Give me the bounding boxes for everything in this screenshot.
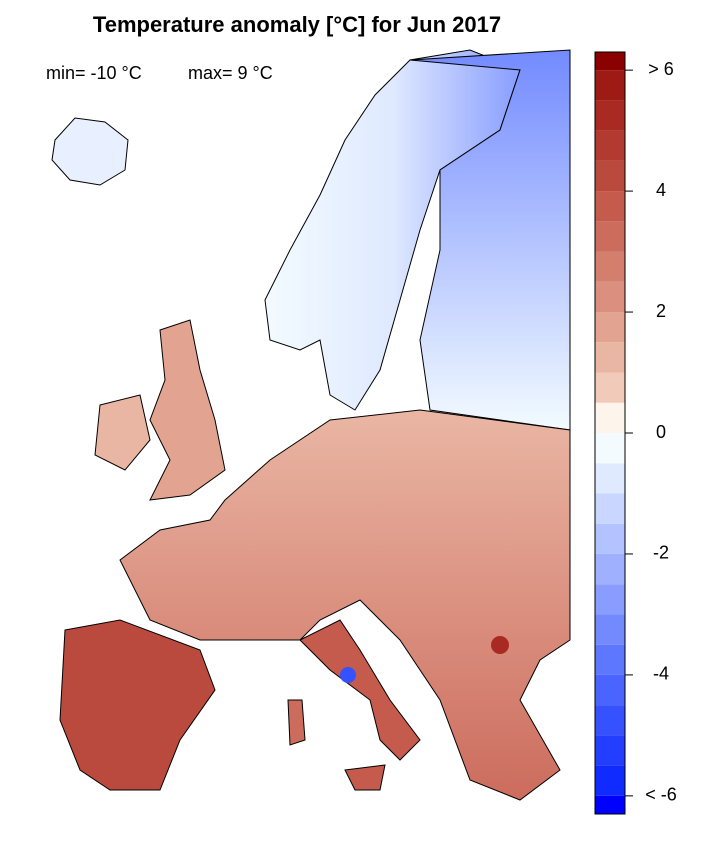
colorbar-bin xyxy=(595,402,625,433)
colorbar-bin xyxy=(595,70,625,101)
colorbar: > 6 4 2 0 -2 -4 < -6 xyxy=(594,51,677,815)
cold-spot xyxy=(340,667,356,683)
colorbar-bin xyxy=(595,493,625,524)
colorbar-bin xyxy=(595,160,625,192)
colorbar-bin xyxy=(595,735,625,766)
italy xyxy=(299,619,421,761)
colorbar-bin xyxy=(595,372,625,403)
colorbar-bin xyxy=(595,251,625,282)
colorbar-bin xyxy=(595,614,625,645)
colorbar-tick-label: -2 xyxy=(653,543,669,563)
colorbar-tick-label: 4 xyxy=(656,180,666,200)
ireland xyxy=(94,394,151,471)
colorbar-bin xyxy=(595,523,625,554)
central-europe xyxy=(119,409,571,801)
colorbar-tick-label: 2 xyxy=(656,301,666,321)
colorbar-bin xyxy=(595,130,625,161)
colorbar-bin xyxy=(595,52,625,71)
colorbar-bin xyxy=(595,100,625,131)
colorbar-bin xyxy=(595,553,625,585)
colorbar-bin xyxy=(595,765,625,796)
colorbar-bin xyxy=(595,312,625,343)
colorbar-bin xyxy=(595,795,625,814)
warm-spot xyxy=(491,636,509,654)
iceland xyxy=(51,117,129,186)
sardinia xyxy=(287,699,306,746)
finland-russia xyxy=(409,49,571,431)
colorbar-bin xyxy=(595,463,625,494)
colorbar-tick-label: 0 xyxy=(656,422,666,442)
iberia xyxy=(59,619,216,791)
colorbar-bin xyxy=(595,342,625,373)
colorbar-bin xyxy=(595,705,625,736)
uk xyxy=(149,319,226,501)
colorbar-tick-label: < -6 xyxy=(645,785,677,805)
min-label: min= -10 °C xyxy=(46,63,142,83)
colorbar-bin xyxy=(595,433,625,464)
sicily xyxy=(344,764,386,791)
colorbar-bin xyxy=(595,281,625,313)
colorbar-bin xyxy=(595,674,625,706)
map xyxy=(51,49,571,801)
max-label: max= 9 °C xyxy=(188,63,273,83)
colorbar-bin xyxy=(595,644,625,675)
colorbar-bin xyxy=(595,221,625,252)
colorbar-bin xyxy=(595,584,625,615)
colorbar-bin xyxy=(595,191,625,222)
map-title: Temperature anomaly [°C] for Jun 2017 xyxy=(93,12,501,37)
colorbar-tick-label: -4 xyxy=(653,664,669,684)
colorbar-tick-label: > 6 xyxy=(648,59,674,79)
